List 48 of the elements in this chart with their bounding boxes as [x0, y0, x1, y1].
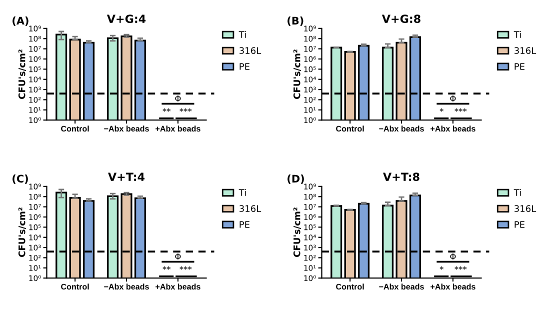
y-axis-title: CFU's/cm²: [18, 50, 26, 99]
x-tick-label: −Abx beads: [104, 284, 149, 290]
annotation: **: [162, 108, 171, 112]
annotation: Φ: [175, 253, 181, 260]
annotation: **: [162, 266, 171, 270]
y-axis-title: CFU's/cm²: [18, 208, 26, 257]
annotation: *: [440, 266, 444, 270]
annotation: ***: [454, 108, 467, 112]
legend-label: Ti: [514, 31, 521, 38]
x-tick-label: +Abx beads: [156, 126, 200, 132]
annotation: Φ: [450, 95, 456, 102]
x-tick-label: −Abx beads: [379, 126, 424, 132]
chart-title: V+T:4: [108, 172, 145, 181]
text: (B): [288, 16, 304, 26]
legend-label: 316L: [514, 47, 536, 54]
x-tick-label: +Abx beads: [430, 126, 476, 132]
x-tick-label: −Abx beads: [379, 284, 424, 290]
legend-label: 316L: [240, 47, 262, 54]
chart-title: V+T:8: [383, 172, 420, 182]
x-tick-label: +Abx beads: [430, 284, 476, 290]
legend-label: PE: [514, 63, 524, 70]
legend-label: PE: [240, 63, 250, 70]
x-tick-label: Control: [336, 126, 364, 132]
annotation: ***: [454, 266, 467, 270]
x-tick-label: −Abx beads: [104, 126, 149, 132]
text: (A): [12, 16, 28, 26]
annotation: *: [440, 108, 444, 112]
legend-label: Ti: [514, 189, 521, 196]
text: (D): [288, 174, 304, 184]
annotation: ***: [180, 266, 192, 270]
annotation: ***: [180, 108, 192, 112]
legend-label: 316L: [240, 205, 262, 212]
y-axis-title: CFU's/cm²: [293, 50, 301, 99]
legend-label: PE: [514, 221, 524, 228]
text: (C): [12, 174, 28, 184]
chart-title: V+G:4: [106, 14, 146, 24]
legend-label: PE: [240, 221, 250, 228]
y-axis-title: CFU's/cm²: [293, 208, 301, 257]
annotation: Φ: [175, 95, 181, 102]
x-tick-label: Control: [336, 284, 364, 290]
chart-title: V+G:8: [382, 14, 420, 24]
x-tick-label: Control: [61, 126, 89, 132]
annotation: Φ: [450, 253, 456, 260]
legend-label: Ti: [238, 189, 246, 196]
x-tick-label: +Abx beads: [156, 284, 200, 290]
x-tick-label: Control: [61, 284, 89, 290]
legend-label: 316L: [514, 205, 536, 212]
legend-label: Ti: [238, 31, 246, 38]
